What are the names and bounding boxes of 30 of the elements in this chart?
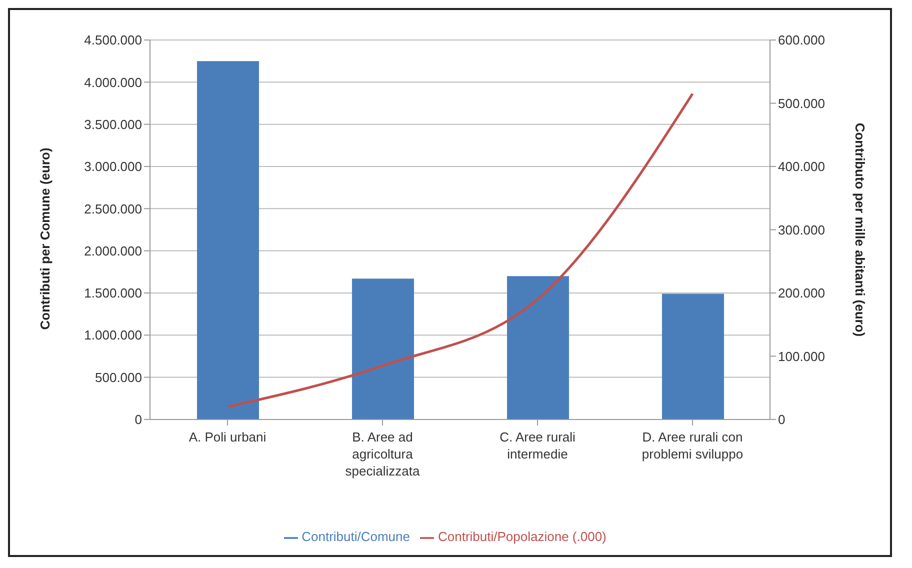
bar xyxy=(197,61,259,420)
y-tick-label: 3.000.000 xyxy=(84,159,142,174)
y-tick-label: 1.000.000 xyxy=(84,328,142,343)
y-axis-title: Contributi per Comune (euro) xyxy=(38,148,53,330)
y-tick-label: 2.000.000 xyxy=(84,243,142,258)
legend-label: Contributi/Comune xyxy=(302,529,410,544)
y2-tick-label: 400.000 xyxy=(778,159,825,174)
y-tick-label: 2.500.000 xyxy=(84,201,142,216)
y2-tick-label: 300.000 xyxy=(778,222,825,238)
x-tick-label: C. Aree rurali intermedie xyxy=(500,429,576,462)
y-tick-label: 4.000.000 xyxy=(84,74,142,90)
legend-label: Contributi/Popolazione (.000) xyxy=(438,529,606,544)
y-tick-label: 0 xyxy=(134,412,142,428)
line-series xyxy=(226,92,694,408)
y2-tick-label: 0 xyxy=(778,412,786,428)
bar xyxy=(352,278,414,420)
y-tick-label: 500.000 xyxy=(95,370,142,385)
y2-tick-label: 500.000 xyxy=(778,96,825,111)
x-tick-label: D. Aree rurali con problemi sviluppo xyxy=(642,429,744,462)
y-tick-label: 4.500.000 xyxy=(84,32,142,48)
y2-tick-label: 200.000 xyxy=(778,286,825,301)
y2-tick-label: 100.000 xyxy=(778,348,825,364)
bar xyxy=(507,276,569,420)
bar xyxy=(662,294,724,420)
y2-tick-label: 600.000 xyxy=(778,32,825,48)
y-tick-label: 1.500.000 xyxy=(84,286,142,301)
y-tick-label: 3.500.000 xyxy=(84,116,142,132)
y2-axis-title: Contributo per mille abitanti (euro) xyxy=(852,122,868,337)
x-tick-label: A. Poli urbani xyxy=(188,429,266,444)
x-tick-label: B. Aree ad agricoltura specializzata xyxy=(345,429,420,478)
